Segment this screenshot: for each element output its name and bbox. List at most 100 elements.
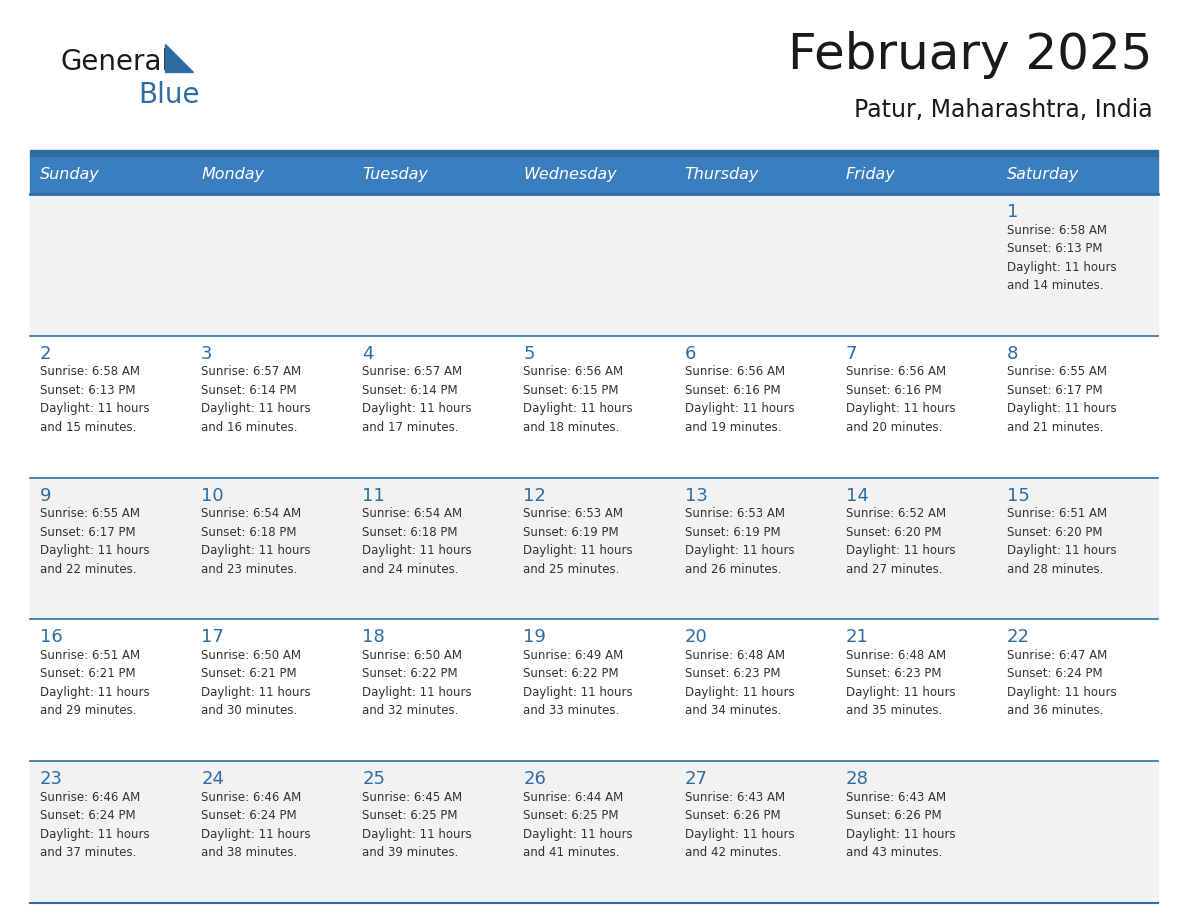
Text: 24: 24 xyxy=(201,770,225,789)
Text: Daylight: 11 hours: Daylight: 11 hours xyxy=(362,828,472,841)
Text: Sunrise: 6:54 AM: Sunrise: 6:54 AM xyxy=(362,507,462,521)
Text: and 22 minutes.: and 22 minutes. xyxy=(40,563,137,576)
Text: Sunrise: 6:55 AM: Sunrise: 6:55 AM xyxy=(40,507,140,521)
Text: Daylight: 11 hours: Daylight: 11 hours xyxy=(684,686,795,699)
Text: Sunset: 6:25 PM: Sunset: 6:25 PM xyxy=(362,809,457,823)
Text: Daylight: 11 hours: Daylight: 11 hours xyxy=(846,402,955,415)
Text: Sunset: 6:18 PM: Sunset: 6:18 PM xyxy=(201,526,297,539)
Text: 27: 27 xyxy=(684,770,708,789)
Text: Sunrise: 6:53 AM: Sunrise: 6:53 AM xyxy=(524,507,624,521)
Text: and 23 minutes.: and 23 minutes. xyxy=(201,563,297,576)
Text: 16: 16 xyxy=(40,629,63,646)
Text: 7: 7 xyxy=(846,345,858,363)
Text: Sunset: 6:18 PM: Sunset: 6:18 PM xyxy=(362,526,457,539)
Text: 13: 13 xyxy=(684,487,707,505)
Text: Sunrise: 6:48 AM: Sunrise: 6:48 AM xyxy=(684,649,785,662)
Text: Sunset: 6:13 PM: Sunset: 6:13 PM xyxy=(1007,242,1102,255)
Text: Daylight: 11 hours: Daylight: 11 hours xyxy=(1007,544,1117,557)
Text: Sunrise: 6:54 AM: Sunrise: 6:54 AM xyxy=(201,507,302,521)
Text: Daylight: 11 hours: Daylight: 11 hours xyxy=(684,402,795,415)
Text: Blue: Blue xyxy=(138,81,200,109)
Text: Sunset: 6:24 PM: Sunset: 6:24 PM xyxy=(201,809,297,823)
Text: and 43 minutes.: and 43 minutes. xyxy=(846,846,942,859)
Text: Daylight: 11 hours: Daylight: 11 hours xyxy=(40,686,150,699)
Text: and 36 minutes.: and 36 minutes. xyxy=(1007,704,1104,717)
Text: Sunset: 6:24 PM: Sunset: 6:24 PM xyxy=(1007,667,1102,680)
Text: Sunrise: 6:55 AM: Sunrise: 6:55 AM xyxy=(1007,365,1107,378)
Bar xyxy=(30,761,1158,903)
Text: 25: 25 xyxy=(362,770,385,789)
Text: and 27 minutes.: and 27 minutes. xyxy=(846,563,942,576)
Text: Daylight: 11 hours: Daylight: 11 hours xyxy=(1007,402,1117,415)
Text: and 18 minutes.: and 18 minutes. xyxy=(524,420,620,434)
Text: Saturday: Saturday xyxy=(1007,167,1079,183)
Text: Patur, Maharashtra, India: Patur, Maharashtra, India xyxy=(854,98,1154,122)
Text: 17: 17 xyxy=(201,629,225,646)
Text: Sunrise: 6:52 AM: Sunrise: 6:52 AM xyxy=(846,507,946,521)
Text: Sunday: Sunday xyxy=(40,167,100,183)
Text: Sunrise: 6:43 AM: Sunrise: 6:43 AM xyxy=(846,790,946,803)
Bar xyxy=(30,620,1158,761)
Text: Sunset: 6:26 PM: Sunset: 6:26 PM xyxy=(846,809,941,823)
Polygon shape xyxy=(165,44,192,72)
Text: and 15 minutes.: and 15 minutes. xyxy=(40,420,137,434)
Text: Sunset: 6:22 PM: Sunset: 6:22 PM xyxy=(524,667,619,680)
Text: Sunrise: 6:56 AM: Sunrise: 6:56 AM xyxy=(846,365,946,378)
Text: and 28 minutes.: and 28 minutes. xyxy=(1007,563,1104,576)
Text: Daylight: 11 hours: Daylight: 11 hours xyxy=(201,544,311,557)
Text: Daylight: 11 hours: Daylight: 11 hours xyxy=(846,544,955,557)
Text: Daylight: 11 hours: Daylight: 11 hours xyxy=(524,402,633,415)
Text: Daylight: 11 hours: Daylight: 11 hours xyxy=(846,828,955,841)
Text: Sunrise: 6:57 AM: Sunrise: 6:57 AM xyxy=(362,365,462,378)
Text: Sunset: 6:16 PM: Sunset: 6:16 PM xyxy=(846,384,941,397)
Text: and 24 minutes.: and 24 minutes. xyxy=(362,563,459,576)
Text: Daylight: 11 hours: Daylight: 11 hours xyxy=(362,686,472,699)
Text: Sunset: 6:25 PM: Sunset: 6:25 PM xyxy=(524,809,619,823)
Text: and 26 minutes.: and 26 minutes. xyxy=(684,563,781,576)
Text: Thursday: Thursday xyxy=(684,167,759,183)
Text: Sunrise: 6:44 AM: Sunrise: 6:44 AM xyxy=(524,790,624,803)
Text: and 21 minutes.: and 21 minutes. xyxy=(1007,420,1104,434)
Text: Daylight: 11 hours: Daylight: 11 hours xyxy=(1007,686,1117,699)
Text: Sunrise: 6:56 AM: Sunrise: 6:56 AM xyxy=(524,365,624,378)
Text: Sunset: 6:19 PM: Sunset: 6:19 PM xyxy=(524,526,619,539)
Text: and 19 minutes.: and 19 minutes. xyxy=(684,420,781,434)
Text: Daylight: 11 hours: Daylight: 11 hours xyxy=(524,686,633,699)
Text: General: General xyxy=(61,48,169,76)
Text: and 34 minutes.: and 34 minutes. xyxy=(684,704,781,717)
Text: Daylight: 11 hours: Daylight: 11 hours xyxy=(684,828,795,841)
Text: Sunset: 6:17 PM: Sunset: 6:17 PM xyxy=(1007,384,1102,397)
Text: Sunrise: 6:53 AM: Sunrise: 6:53 AM xyxy=(684,507,784,521)
Text: Daylight: 11 hours: Daylight: 11 hours xyxy=(201,828,311,841)
Text: 14: 14 xyxy=(846,487,868,505)
Text: Sunrise: 6:51 AM: Sunrise: 6:51 AM xyxy=(40,649,140,662)
Text: 3: 3 xyxy=(201,345,213,363)
Bar xyxy=(30,336,1158,477)
Text: Sunrise: 6:47 AM: Sunrise: 6:47 AM xyxy=(1007,649,1107,662)
Text: 26: 26 xyxy=(524,770,546,789)
Text: Sunrise: 6:58 AM: Sunrise: 6:58 AM xyxy=(40,365,140,378)
Bar xyxy=(30,477,1158,620)
Text: 20: 20 xyxy=(684,629,707,646)
Text: and 32 minutes.: and 32 minutes. xyxy=(362,704,459,717)
Text: Sunset: 6:21 PM: Sunset: 6:21 PM xyxy=(201,667,297,680)
Text: and 14 minutes.: and 14 minutes. xyxy=(1007,279,1104,292)
Text: Sunset: 6:22 PM: Sunset: 6:22 PM xyxy=(362,667,457,680)
Text: Sunset: 6:23 PM: Sunset: 6:23 PM xyxy=(684,667,781,680)
Text: 28: 28 xyxy=(846,770,868,789)
Text: 15: 15 xyxy=(1007,487,1030,505)
Text: Daylight: 11 hours: Daylight: 11 hours xyxy=(40,402,150,415)
Text: Sunset: 6:20 PM: Sunset: 6:20 PM xyxy=(846,526,941,539)
Text: 11: 11 xyxy=(362,487,385,505)
Text: Sunrise: 6:56 AM: Sunrise: 6:56 AM xyxy=(684,365,785,378)
Text: Sunrise: 6:49 AM: Sunrise: 6:49 AM xyxy=(524,649,624,662)
Text: 5: 5 xyxy=(524,345,535,363)
Text: Daylight: 11 hours: Daylight: 11 hours xyxy=(524,828,633,841)
Text: Daylight: 11 hours: Daylight: 11 hours xyxy=(362,544,472,557)
Text: 4: 4 xyxy=(362,345,374,363)
Text: and 42 minutes.: and 42 minutes. xyxy=(684,846,781,859)
Text: and 20 minutes.: and 20 minutes. xyxy=(846,420,942,434)
Text: Sunset: 6:26 PM: Sunset: 6:26 PM xyxy=(684,809,781,823)
Text: Wednesday: Wednesday xyxy=(524,167,617,183)
Text: 12: 12 xyxy=(524,487,546,505)
